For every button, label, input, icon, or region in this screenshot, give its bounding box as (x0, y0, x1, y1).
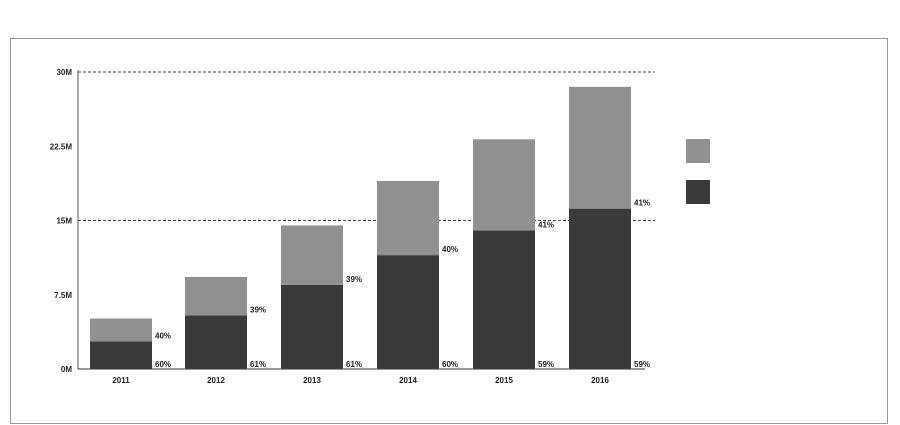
legend-swatch-top (686, 139, 710, 163)
pct-label-bottom-2013: 61% (346, 360, 362, 369)
pct-label-top-2014: 40% (442, 245, 458, 254)
bar-bottom-2011 (90, 341, 152, 369)
x-category-label: 2013 (303, 376, 321, 385)
pct-label-bottom-2011: 60% (155, 360, 171, 369)
bar-top-2011 (90, 318, 152, 342)
x-category-label: 2011 (112, 376, 130, 385)
bar-top-2015 (473, 139, 535, 231)
x-category-label: 2014 (399, 376, 417, 385)
bar-top-2016 (569, 86, 631, 209)
bar-bottom-2014 (377, 255, 439, 369)
x-category-label: 2016 (591, 376, 609, 385)
pct-label-top-2011: 40% (155, 331, 171, 340)
bar-top-2014 (377, 180, 439, 256)
y-tick-label: 22.5M (50, 142, 73, 151)
bar-bottom-2013 (281, 284, 343, 369)
bar-bottom-2016 (569, 208, 631, 369)
pct-label-bottom-2012: 61% (250, 360, 266, 369)
pct-label-bottom-2016: 59% (634, 360, 650, 369)
chart-frame (10, 38, 888, 424)
bar-bottom-2012 (185, 315, 247, 369)
legend-swatch-bottom (686, 180, 710, 204)
pct-label-top-2016: 41% (634, 199, 650, 208)
pct-label-top-2012: 39% (250, 306, 266, 315)
bar-top-2012 (185, 276, 247, 316)
y-tick-label: 30M (56, 68, 72, 77)
pct-label-bottom-2014: 60% (442, 360, 458, 369)
x-category-label: 2015 (495, 376, 513, 385)
pct-label-bottom-2015: 59% (538, 360, 554, 369)
y-tick-label: 0M (61, 365, 72, 374)
bar-top-2013 (281, 225, 343, 285)
y-tick-label: 7.5M (54, 291, 72, 300)
x-category-label: 2012 (207, 376, 225, 385)
pct-label-top-2013: 39% (346, 275, 362, 284)
pct-label-top-2015: 41% (538, 220, 554, 229)
bar-bottom-2015 (473, 230, 535, 369)
y-tick-label: 15M (56, 217, 72, 226)
